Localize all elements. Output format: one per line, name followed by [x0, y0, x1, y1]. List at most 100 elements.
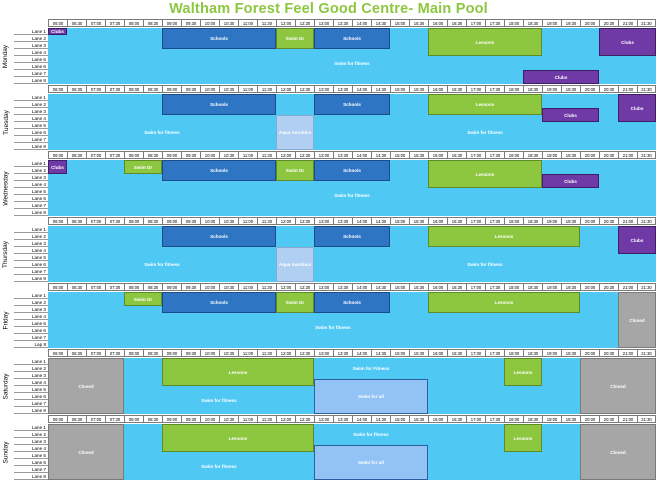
- time-slot-label: 20:00: [580, 349, 599, 357]
- day-name: Friday: [2, 310, 10, 330]
- time-slot-label: 20:00: [580, 151, 599, 159]
- time-slot-label: 14:30: [371, 349, 390, 357]
- session-block-lessons: Lessons: [428, 292, 580, 313]
- lane-label: Lane 3: [14, 372, 48, 379]
- lane-label: Lane 2: [14, 365, 48, 372]
- time-slot-label: 14:00: [352, 283, 371, 291]
- time-slot-label: 15:00: [390, 217, 409, 225]
- session-block-lessons: Swim Dr: [124, 160, 162, 174]
- time-slot-label: 20:30: [599, 85, 618, 93]
- time-slot-label: 19:00: [542, 85, 561, 93]
- lane-label: Lane 7: [14, 334, 48, 341]
- lane-label: Lane 4: [14, 115, 48, 122]
- time-slot-label: 07:00: [86, 415, 105, 423]
- time-slot-label: 06:00: [48, 85, 67, 93]
- session-block-swim-all: Swim for all: [314, 445, 428, 480]
- time-slot-label: 08:30: [143, 283, 162, 291]
- lane-label: Lane 5: [14, 254, 48, 261]
- lane-label: Lane 6: [14, 129, 48, 136]
- time-slot-label: 11:30: [257, 283, 276, 291]
- session-block-closed: Closed: [618, 292, 656, 348]
- lane-label: Lane 7: [14, 466, 48, 473]
- lane-label: Lane 3: [14, 240, 48, 247]
- time-slot-label: 10:00: [200, 217, 219, 225]
- session-block-swim-fitness: Swim for fitness: [334, 60, 370, 66]
- time-slot-label: 19:00: [542, 283, 561, 291]
- lane-label: Lane 2: [14, 233, 48, 240]
- lane-label: Lane 4: [14, 313, 48, 320]
- time-header: 06:00 06:30 07:00 07:30 08:00 08:30 09:00 09:30…: [48, 415, 656, 423]
- session-block-lessons: Swim Dr: [276, 160, 314, 181]
- time-slot-label: 12:00: [276, 415, 295, 423]
- time-slot-label: 13:30: [333, 19, 352, 27]
- lane-label: Lane 5: [14, 56, 48, 63]
- time-slot-label: 17:00: [466, 85, 485, 93]
- session-block-swim-all: Swim for all: [314, 379, 428, 414]
- time-slot-label: 19:30: [561, 217, 580, 225]
- session-block-swim-fitness: Swim for fitness: [144, 130, 180, 135]
- time-header: 06:00 06:30 07:00 07:30 08:00 08:30 09:00 09:30…: [48, 349, 656, 357]
- time-slot-label: 11:30: [257, 85, 276, 93]
- lane-label: Lane 1: [14, 160, 48, 167]
- time-slot-label: 13:00: [314, 349, 333, 357]
- lane-labels: Lane 1 Lane 2 Lane 3 Lane 4 Lane 5 Lane 6 Lane…: [14, 28, 48, 84]
- time-slot-label: 20:00: [580, 217, 599, 225]
- time-slot-label: 09:00: [162, 85, 181, 93]
- lane-label: Lane 8: [14, 209, 48, 216]
- session-block-lessons: Lessons: [428, 94, 542, 115]
- time-slot-label: 21:30: [637, 19, 656, 27]
- time-slot-label: 09:30: [181, 349, 200, 357]
- time-slot-label: 14:30: [371, 415, 390, 423]
- lane-label: Lane 3: [14, 438, 48, 445]
- time-slot-label: 19:30: [561, 151, 580, 159]
- lane-label: Lane 6: [14, 63, 48, 70]
- session-block-swim-fitness: Swim for fitness: [334, 192, 370, 198]
- time-slot-label: 18:30: [523, 283, 542, 291]
- time-slot-label: 14:00: [352, 349, 371, 357]
- time-slot-label: 11:00: [238, 415, 257, 423]
- time-slot-label: 12:00: [276, 85, 295, 93]
- time-slot-label: 20:30: [599, 217, 618, 225]
- time-slot-label: 19:30: [561, 283, 580, 291]
- time-slot-label: 08:30: [143, 349, 162, 357]
- time-slot-label: 18:30: [523, 349, 542, 357]
- time-slot-label: 15:30: [409, 151, 428, 159]
- session-block-lessons: Lessons: [428, 160, 542, 188]
- time-slot-label: 08:30: [143, 217, 162, 225]
- session-block-lessons: Lessons: [162, 358, 314, 386]
- time-slot-label: 13:30: [333, 415, 352, 423]
- time-header: 06:00 06:30 07:00 07:30 08:00 08:30 09:00 09:30…: [48, 19, 656, 27]
- time-slot-label: 15:30: [409, 217, 428, 225]
- time-slot-label: 16:30: [447, 151, 466, 159]
- time-slot-label: 20:00: [580, 85, 599, 93]
- lane-label: Lane 7: [14, 400, 48, 407]
- session-block-swim-fitness: Swim for fitness: [467, 262, 503, 267]
- time-slot-label: 17:30: [485, 151, 504, 159]
- session-block-clubs: Clubs: [618, 226, 656, 254]
- time-slot-label: 15:00: [390, 283, 409, 291]
- day-name: Saturday: [2, 372, 10, 400]
- time-slot-label: 21:00: [618, 151, 637, 159]
- session-block-schools: Schools: [314, 226, 390, 247]
- time-slot-label: 10:00: [200, 415, 219, 423]
- lane-label: Lane 1: [14, 94, 48, 101]
- time-slot-label: 15:00: [390, 85, 409, 93]
- time-slot-label: 08:00: [124, 415, 143, 423]
- lane-label: Lane 5: [14, 122, 48, 129]
- lane-label: Lane 1: [14, 424, 48, 431]
- time-slot-label: 19:30: [561, 19, 580, 27]
- time-header: 06:00 06:30 07:00 07:30 08:00 08:30 09:00 09:30…: [48, 85, 656, 93]
- lane-label: Lane 7: [14, 268, 48, 275]
- time-slot-label: 12:30: [295, 85, 314, 93]
- lane-label: Lane 6: [14, 327, 48, 334]
- time-slot-label: 12:30: [295, 217, 314, 225]
- lane-grid: Closed Lessons Swim for fitness Lessons Clos…: [48, 424, 656, 480]
- session-block-clubs: Clubs: [599, 28, 656, 56]
- day-name: Thursday: [2, 240, 10, 268]
- time-slot-label: 13:30: [333, 349, 352, 357]
- session-block-closed: Closed: [48, 358, 124, 414]
- lane-label: Lane 1: [14, 226, 48, 233]
- session-block-closed: Closed: [48, 424, 124, 480]
- lane-labels: Lane 1 Lane 2 Lane 3 Lane 4 Lane 5 Lane 6 Lane…: [14, 226, 48, 282]
- session-block-schools: Schools: [162, 226, 276, 247]
